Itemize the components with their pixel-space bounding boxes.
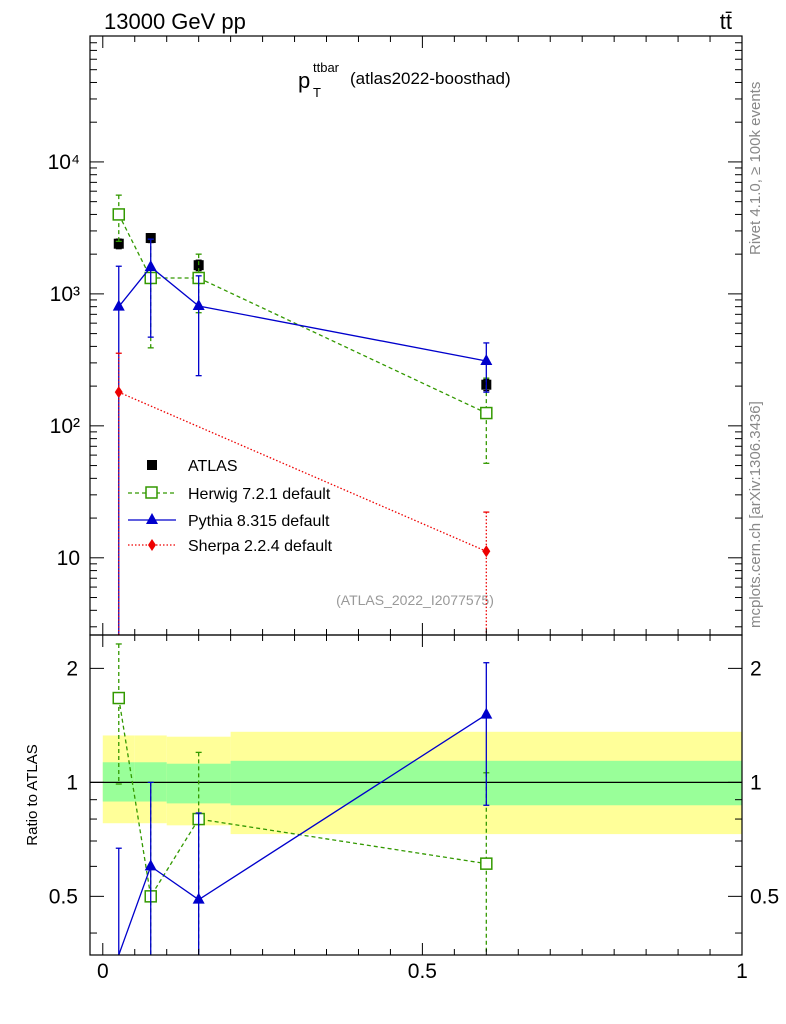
ratio-point-herwig — [112, 691, 126, 705]
ratio-axes: 0.5 0.5 1 1 2 2 0 0.5 1 — [49, 634, 779, 983]
main-axes: 10 10² 10³ 10⁴ — [48, 35, 743, 636]
main-point-atlas — [193, 260, 204, 271]
ratio-y-tick-label: 2 — [66, 657, 78, 680]
ratio-point-pythia — [480, 707, 493, 719]
title-suffix: (atlas2022-boosthad) — [350, 69, 511, 88]
energy-label: 13000 GeV pp — [104, 9, 246, 34]
main-point-herwig — [112, 208, 126, 221]
main-point-atlas — [145, 233, 156, 244]
main-point-sherpa — [114, 386, 123, 399]
main-line-herwig — [118, 214, 487, 414]
ratio-y-label: Ratio to ATLAS — [24, 744, 41, 845]
main-series-pythia — [112, 238, 493, 635]
title-superscript: ttbar — [313, 60, 340, 75]
main-y-tick-label: 10³ — [50, 283, 80, 306]
ratio-panel — [90, 731, 743, 835]
main-plot-title: p ttbar T (atlas2022-boosthad) — [298, 60, 511, 100]
main-point-herwig — [480, 406, 493, 420]
ratio-x-tick-label: 0 — [97, 960, 109, 983]
mcplots-label: mcplots.cern.ch [arXiv:1306.3436] — [747, 401, 764, 628]
main-y-tick-label: 10 — [57, 547, 80, 570]
title-subscript: T — [313, 85, 321, 100]
main-point-atlas — [113, 238, 124, 249]
legend-item-atlas: ATLAS — [147, 458, 238, 475]
legend-marker-sherpa — [148, 539, 156, 551]
main-line-pythia — [118, 266, 487, 362]
main-point-pythia — [192, 298, 205, 310]
legend-item-herwig: Herwig 7.2.1 default — [128, 486, 331, 503]
ratio-point-pythia — [192, 892, 205, 904]
main-point-pythia — [144, 259, 157, 271]
ratio-line-herwig — [118, 697, 487, 899]
legend-marker-herwig — [145, 486, 158, 499]
main-point-pythia — [112, 299, 125, 311]
ratio-series-pythia — [115, 662, 493, 956]
ratio-series — [112, 643, 493, 956]
legend-label-pythia: Pythia 8.315 default — [188, 513, 330, 530]
legend-label-herwig: Herwig 7.2.1 default — [188, 486, 331, 503]
ratio-y-tick-label: 1 — [66, 771, 78, 794]
main-point-pythia — [480, 354, 493, 366]
ratio-y-tick-label-right: 2 — [750, 657, 762, 680]
legend-marker-atlas — [147, 460, 157, 470]
main-y-tick-label: 10² — [50, 415, 80, 438]
ratio-y-tick-label-right: 0.5 — [750, 885, 779, 908]
main-y-tick-label: 10⁴ — [48, 151, 80, 174]
legend-marker-pythia — [146, 513, 158, 524]
legend-item-sherpa: Sherpa 2.2.4 default — [128, 538, 333, 555]
ratio-y-tick-label-right: 1 — [750, 771, 762, 794]
ratio-y-tick-label: 0.5 — [49, 885, 78, 908]
process-label: tt̄ — [720, 9, 732, 34]
main-line-sherpa — [118, 391, 487, 552]
analysis-watermark: (ATLAS_2022_I2077575) — [336, 592, 494, 608]
legend: ATLAS Herwig 7.2.1 default Pythia 8.315 … — [128, 458, 333, 555]
ratio-point-pythia — [144, 859, 157, 871]
rivet-label: Rivet 4.1.0, ≥ 100k events — [747, 82, 764, 255]
ratio-frame — [89, 634, 743, 956]
ratio-x-tick-label: 1 — [736, 960, 748, 983]
legend-label-sherpa: Sherpa 2.2.4 default — [188, 538, 333, 555]
main-point-sherpa — [482, 545, 491, 558]
legend-item-pythia: Pythia 8.315 default — [128, 513, 330, 530]
main-series-sherpa — [114, 352, 491, 635]
main-series — [112, 194, 493, 635]
ratio-line-pythia — [118, 714, 487, 956]
ratio-point-herwig — [480, 857, 493, 870]
ratio-x-tick-label: 0.5 — [408, 960, 437, 983]
title-main: p — [298, 68, 310, 93]
legend-label-atlas: ATLAS — [188, 458, 238, 475]
